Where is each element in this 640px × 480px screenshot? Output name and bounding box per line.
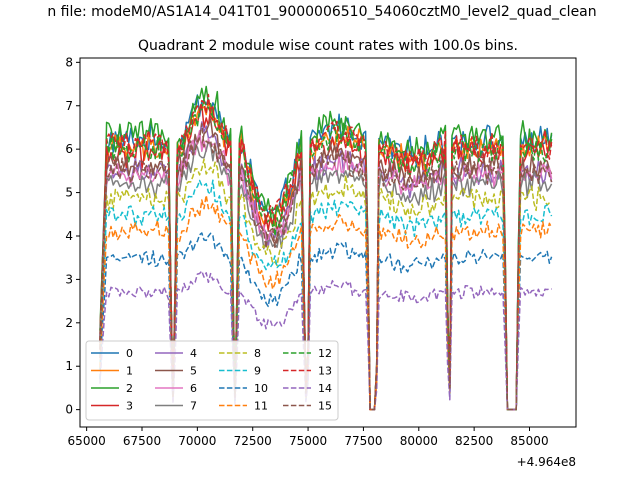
y-tick-label: 0 [65,403,73,417]
legend-label-5: 5 [190,365,197,378]
legend-box [85,340,339,421]
series-layer [99,85,553,411]
series-line-13 [99,93,553,411]
legend-label-11: 11 [254,400,268,413]
x-offset-label: +4.964e8 [517,455,576,469]
x-tick-label: 72500 [234,434,272,448]
figure-suptitle: n file: modeM0/AS1A14_041T01_9000006510_… [47,4,596,20]
legend-label-2: 2 [126,382,133,395]
y-tick-label: 2 [65,316,73,330]
y-tick-label: 6 [65,142,73,156]
x-tick-label: 75000 [289,434,327,448]
legend-label-14: 14 [318,382,332,395]
legend-label-10: 10 [254,382,268,395]
chart-title: Quadrant 2 module wise count rates with … [138,38,518,54]
x-axis: 65000 67500 70000 72500 75000 77500 80000 82500… [68,427,549,448]
x-tick-label: 80000 [400,434,438,448]
series-line-15 [99,123,553,411]
legend-label-6: 6 [190,382,197,395]
y-tick-label: 8 [65,55,73,69]
y-axis: 0 1 2 3 4 5 6 7 8 [65,55,80,417]
y-tick-label: 7 [65,99,73,113]
legend-label-8: 8 [254,347,261,360]
x-tick-label: 77500 [344,434,382,448]
x-tick-label: 70000 [178,434,216,448]
legend-label-13: 13 [318,365,332,378]
y-tick-label: 3 [65,272,73,286]
legend-label-7: 7 [190,400,197,413]
y-tick-label: 5 [65,186,73,200]
series-line-14 [99,270,552,411]
y-tick-label: 1 [65,359,73,373]
y-tick-label: 4 [65,229,73,243]
legend-label-4: 4 [190,347,197,360]
legend-label-9: 9 [254,365,261,378]
legend-label-12: 12 [318,347,332,360]
legend-label-15: 15 [318,400,332,413]
x-tick-label: 67500 [123,434,161,448]
plot-frame [79,57,577,428]
legend-label-3: 3 [126,400,133,413]
x-tick-label: 82500 [455,434,493,448]
x-tick-label: 85000 [510,434,548,448]
legend-label-1: 1 [126,365,133,378]
legend-label-0: 0 [126,347,133,360]
x-tick-label: 65000 [68,434,106,448]
